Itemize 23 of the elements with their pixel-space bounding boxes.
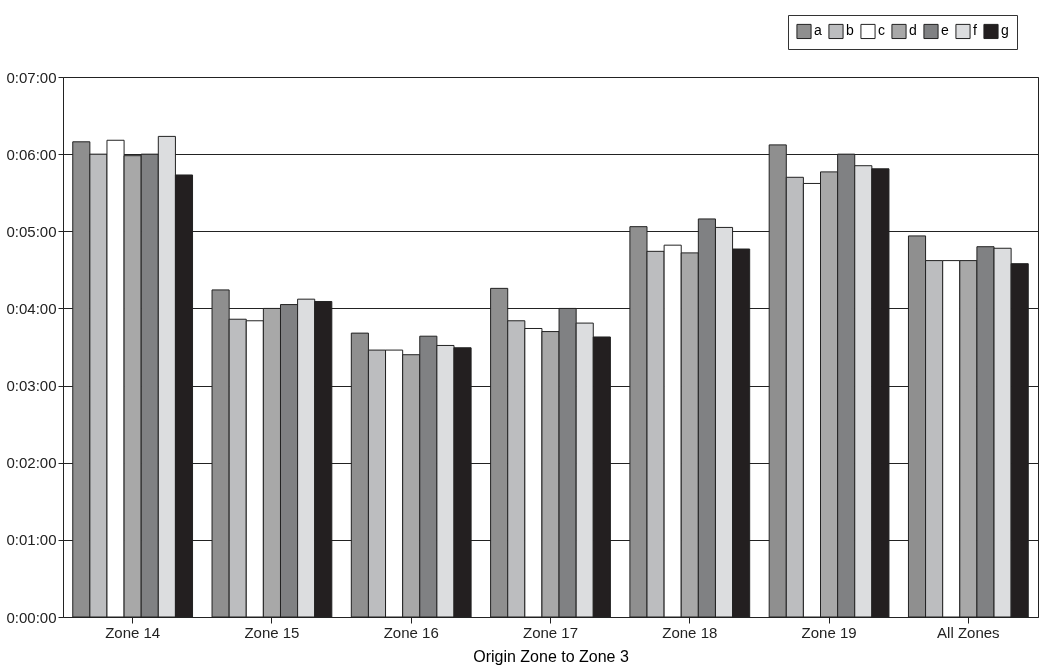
legend-label: b — [846, 22, 854, 39]
y-tick-label: 0:00:00 — [6, 608, 57, 626]
legend-label: d — [909, 22, 917, 39]
x-tick-label: Zone 15 — [244, 623, 300, 641]
legend-label: f — [973, 22, 977, 39]
y-tick-label: 0:02:00 — [6, 454, 57, 472]
x-tick-label: All Zones — [937, 623, 1000, 641]
y-tick-label: 0:03:00 — [6, 377, 57, 395]
x-tick-label: Zone 18 — [662, 623, 718, 641]
legend-label: e — [941, 22, 949, 39]
y-tick-label: 0:06:00 — [6, 145, 57, 163]
y-tick-label: 0:01:00 — [6, 531, 57, 549]
x-tick-label: Zone 17 — [522, 623, 579, 641]
x-tick-label: Zone 16 — [383, 623, 439, 641]
x-tick-label: Zone 19 — [801, 623, 857, 641]
y-tick-label: 0:04:00 — [6, 299, 57, 317]
legend-label: c — [878, 22, 885, 39]
legend-label: a — [814, 22, 822, 39]
x-axis-title: Origin Zone to Zone 3 — [473, 647, 629, 665]
x-tick-label: Zone 14 — [105, 623, 161, 641]
y-tick-label: 0:07:00 — [6, 68, 57, 86]
legend-label: g — [1001, 22, 1009, 39]
y-tick-label: 0:05:00 — [6, 222, 57, 240]
